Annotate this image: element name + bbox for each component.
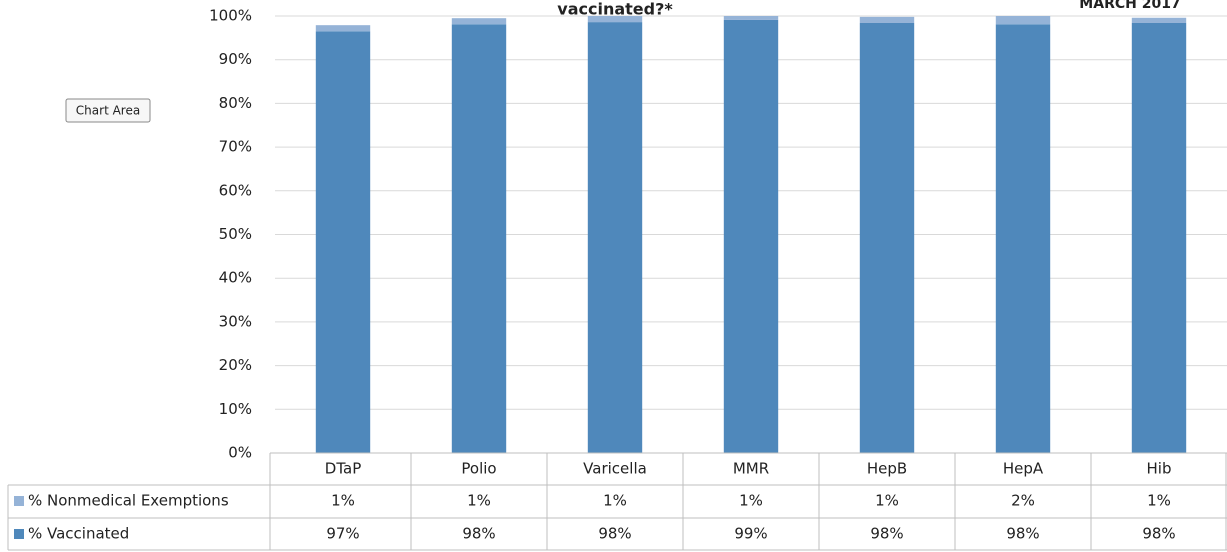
legend-label: % Vaccinated bbox=[28, 525, 129, 543]
y-tick-label: 20% bbox=[219, 356, 252, 374]
y-tick-label: 0% bbox=[228, 444, 252, 462]
tooltip-box bbox=[65, 98, 151, 123]
y-tick-label: 60% bbox=[219, 181, 252, 199]
x-tick-label: DTaP bbox=[325, 460, 361, 478]
chart-title: vaccinated?* bbox=[557, 0, 673, 19]
legend-label: % Nonmedical Exemptions bbox=[28, 492, 229, 510]
y-tick-label: 50% bbox=[219, 225, 252, 243]
data-label: 97% bbox=[326, 525, 359, 543]
y-tick-label: 100% bbox=[209, 7, 252, 25]
y-tick-label: 10% bbox=[219, 400, 252, 418]
data-label: 1% bbox=[875, 492, 899, 510]
annotation: MARCH 2017 bbox=[1079, 0, 1180, 12]
bar-segment bbox=[587, 22, 643, 453]
data-label: 1% bbox=[603, 492, 627, 510]
legend-swatch bbox=[14, 496, 24, 506]
data-label: 2% bbox=[1011, 492, 1035, 510]
y-tick-label: 30% bbox=[219, 312, 252, 330]
data-label: 98% bbox=[1006, 525, 1039, 543]
bar-segment bbox=[723, 19, 779, 453]
bar-segment bbox=[451, 18, 507, 25]
bar-segment bbox=[451, 24, 507, 453]
y-tick-label: 80% bbox=[219, 94, 252, 112]
x-tick-label: Hib bbox=[1147, 460, 1172, 478]
legend-swatch bbox=[14, 529, 24, 539]
x-tick-label: Polio bbox=[461, 460, 496, 478]
bar-segment bbox=[859, 16, 915, 23]
tooltip: Chart Area bbox=[76, 104, 140, 118]
y-tick-label: 70% bbox=[219, 138, 252, 156]
y-tick-label: 90% bbox=[219, 50, 252, 68]
bar-segment bbox=[1131, 17, 1187, 23]
x-tick-label: Varicella bbox=[583, 460, 647, 478]
bar-segment bbox=[859, 22, 915, 453]
bar-segment bbox=[995, 16, 1051, 25]
bar-segment bbox=[723, 16, 779, 20]
data-label: 1% bbox=[331, 492, 355, 510]
data-label: 99% bbox=[734, 525, 767, 543]
data-label: 98% bbox=[1142, 525, 1175, 543]
bar-segment bbox=[587, 16, 643, 23]
bar-segment bbox=[315, 31, 371, 453]
data-label: 98% bbox=[462, 525, 495, 543]
y-tick-label: 40% bbox=[219, 269, 252, 287]
data-label: 98% bbox=[598, 525, 631, 543]
data-label: 1% bbox=[467, 492, 491, 510]
data-label: 98% bbox=[870, 525, 903, 543]
bar-segment bbox=[315, 25, 371, 32]
bar-segment bbox=[1131, 22, 1187, 453]
x-tick-label: HepA bbox=[1003, 460, 1044, 478]
x-tick-label: HepB bbox=[867, 460, 907, 478]
x-tick-label: MMR bbox=[733, 460, 769, 478]
data-label: 1% bbox=[739, 492, 763, 510]
data-label: 1% bbox=[1147, 492, 1171, 510]
bar-segment bbox=[995, 24, 1051, 453]
